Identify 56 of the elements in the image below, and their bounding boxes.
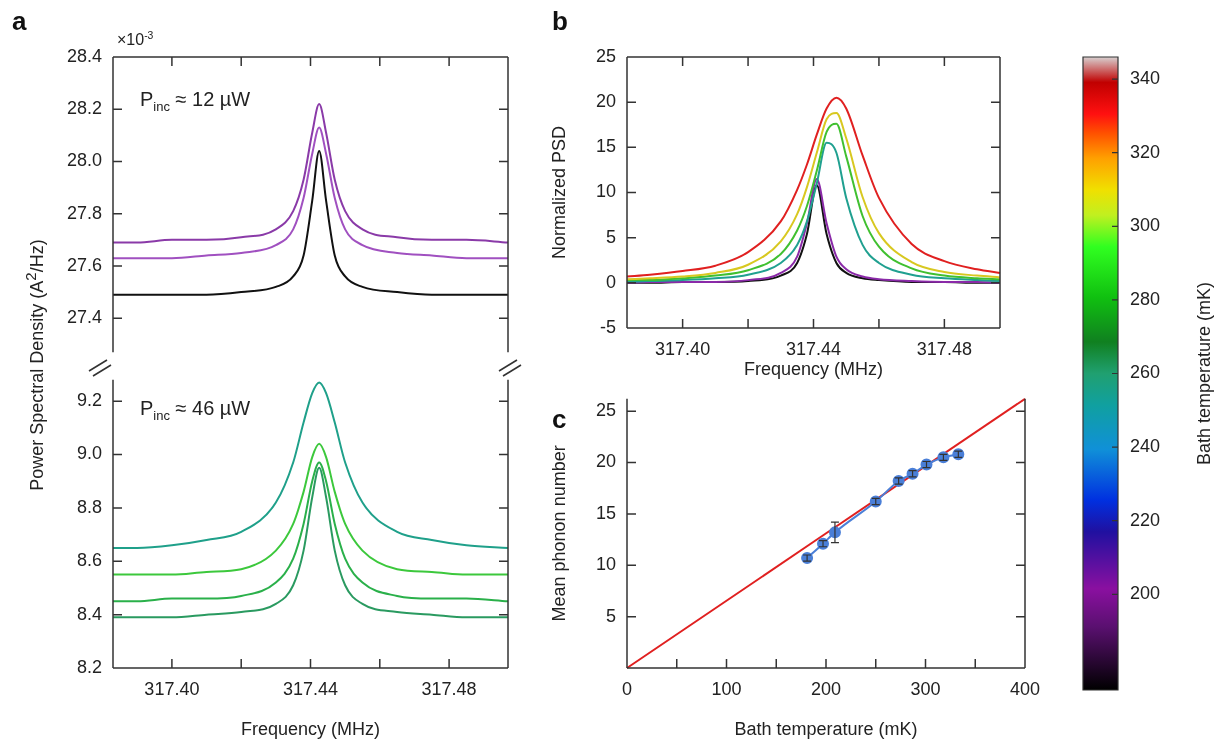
y-tick-label: 20 [595,451,616,472]
y-tick-label: 9.0 [76,443,102,464]
x-tick-label: 317.40 [655,338,711,359]
y-tick-label: 8.2 [76,656,102,677]
y-tick-label: 8.4 [76,603,102,624]
y-tick-label: 25 [595,45,616,66]
y-tick-label: 10 [595,181,616,202]
y-tick-label: 8.6 [76,550,102,571]
color-bar-title: Bath temperature (mK) [1193,281,1214,466]
chart-title: a [12,6,27,36]
x-axis-title: Frequency (MHz) [743,359,884,380]
color-bar-label: 280 [1130,288,1161,309]
y-tick-label: 27.4 [66,307,102,328]
color-bar-label: 300 [1130,215,1161,236]
y-tick-label: 5 [605,605,616,626]
line-series [112,381,509,549]
y-tick-label: 28.0 [66,150,102,171]
x-tick-label: 100 [711,678,742,699]
y-tick-label: 28.4 [66,45,102,66]
y-tick-label: 0 [605,271,616,292]
y-tick-label: 9.2 [76,390,102,411]
x-tick-label: 200 [810,678,842,699]
color-bar-label: 240 [1130,436,1161,457]
x-tick-label: 317.40 [144,678,200,699]
y-tick-label: 10 [595,554,616,575]
y-tick-label: 20 [595,91,616,112]
line-series [112,150,509,296]
x-tick-label: 317.44 [282,678,339,699]
y-tick-label: 27.8 [66,202,102,223]
y-tick-label: 8.8 [76,496,102,517]
x-tick-label: 0 [621,678,633,699]
y-tick-label: 5 [605,226,616,247]
x-tick-label: 400 [1009,678,1041,699]
color-bar-label: 220 [1130,509,1161,530]
x-tick-label: 317.44 [785,338,842,359]
x-tick-label: 317.48 [421,678,477,699]
chart-title: b [552,6,568,36]
y-tick-label: 15 [595,136,616,157]
x-tick-label: 300 [910,678,941,699]
color-bar-label: 340 [1130,68,1161,89]
line-series [112,442,509,576]
y-axis-title: Normalized PSD [548,125,569,260]
y-tick-label: 28.2 [66,98,102,119]
color-bar-label: 200 [1130,583,1161,604]
chart-title: c [552,404,567,434]
y-tick-label: -5 [599,316,616,337]
x-tick-label: 317.48 [916,338,972,359]
x-axis-title: Frequency (MHz) [240,719,381,740]
y-tick-label: 15 [595,502,616,523]
x-axis-title: Bath temperature (mK) [734,719,918,740]
y-tick-label: 27.6 [66,254,102,275]
line-series [112,126,509,260]
color-bar-label: 320 [1130,141,1161,162]
y-axis-title: Mean phonon number [548,445,569,622]
color-bar-label: 260 [1130,362,1161,383]
y-tick-label: 25 [595,400,616,421]
